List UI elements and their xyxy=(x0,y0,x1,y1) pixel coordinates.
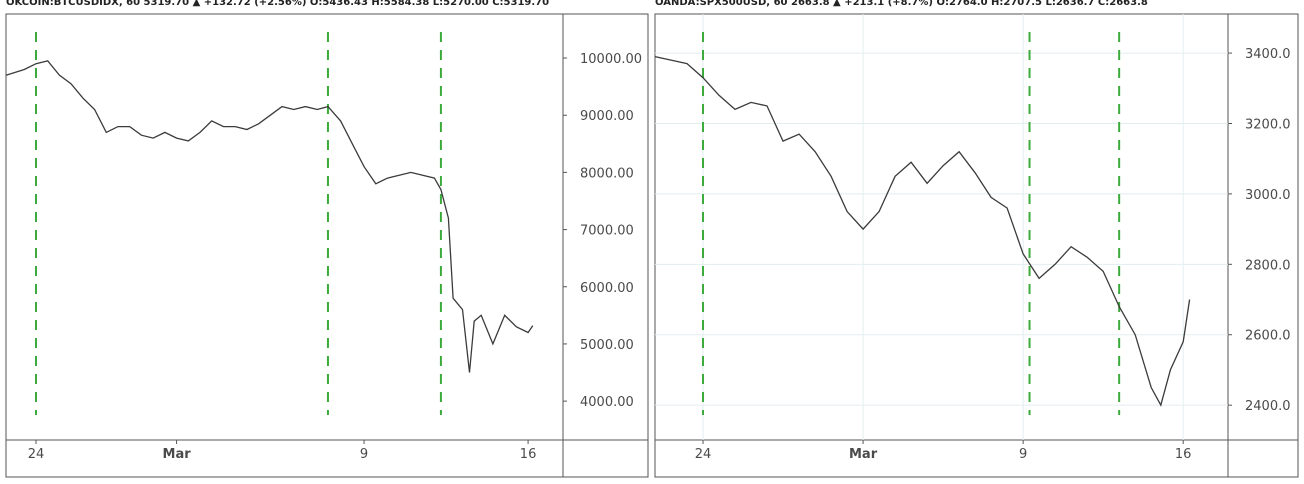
panel-frame xyxy=(654,13,1299,478)
x-tick-label: 9 xyxy=(1019,447,1027,462)
price-line xyxy=(654,55,1191,407)
y-tick-label: 10000.00 xyxy=(580,52,642,67)
y-tick-label: 3200.0 xyxy=(1245,117,1291,132)
x-tick-label: Mar xyxy=(163,447,192,462)
y-tick-label: 3000.0 xyxy=(1245,188,1291,203)
y-tick-label: 5000.00 xyxy=(580,338,634,353)
y-tick-label: 4000.00 xyxy=(580,395,634,410)
price-line xyxy=(5,60,534,373)
x-tick-label: 24 xyxy=(695,447,712,462)
x-tick-label: 9 xyxy=(360,447,368,462)
chart-left: OKCOIN:BTCUSDIDX, 60 5319.70 ▲ +132.72 (… xyxy=(5,0,649,478)
y-tick-label: 2600.0 xyxy=(1245,329,1291,344)
panel-frame xyxy=(5,13,649,478)
chart-header: OANDA:SPX500USD, 60 2663.8 ▲ +213.1 (+8.… xyxy=(655,0,1148,8)
x-tick-label: 24 xyxy=(28,447,45,462)
x-tick-label: Mar xyxy=(849,447,878,462)
y-tick-label: 2800.0 xyxy=(1245,258,1291,273)
y-tick-label: 2400.0 xyxy=(1245,399,1291,414)
y-tick-label: 7000.00 xyxy=(580,224,634,239)
x-tick-label: 16 xyxy=(520,447,537,462)
x-tick-label: 16 xyxy=(1175,447,1192,462)
y-tick-label: 8000.00 xyxy=(580,166,634,181)
y-tick-label: 3400.0 xyxy=(1245,47,1291,62)
y-tick-label: 6000.00 xyxy=(580,281,634,296)
chart-header: OKCOIN:BTCUSDIDX, 60 5319.70 ▲ +132.72 (… xyxy=(6,0,549,8)
chart-right: OANDA:SPX500USD, 60 2663.8 ▲ +213.1 (+8.… xyxy=(654,0,1299,478)
y-tick-label: 9000.00 xyxy=(580,109,634,124)
